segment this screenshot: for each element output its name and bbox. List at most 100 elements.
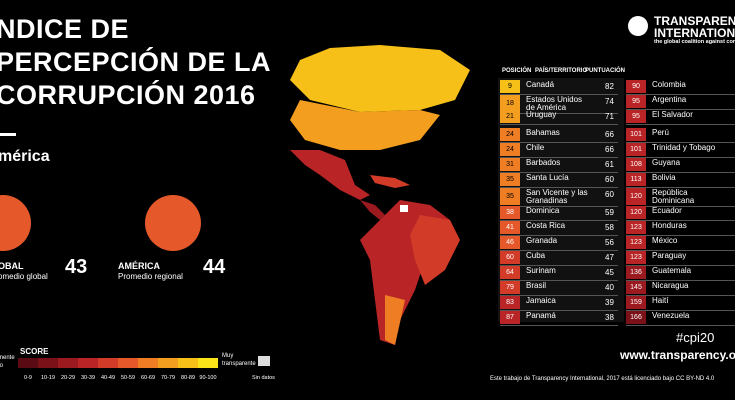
- country-cell: Ecuador: [652, 206, 682, 215]
- legend-swatch: [78, 358, 98, 368]
- country-cell: Haití: [652, 296, 669, 305]
- row-divider: [626, 94, 735, 95]
- row-divider: [500, 157, 618, 158]
- rank-cell: 123: [626, 251, 646, 264]
- title-rule: [0, 133, 16, 136]
- rank-cell: 95: [626, 95, 646, 108]
- usa: [290, 100, 440, 150]
- rank-cell: 38: [500, 206, 520, 219]
- score-cell: 59: [605, 208, 614, 217]
- score-cell: 71: [605, 112, 614, 121]
- rank-cell: 113: [626, 173, 646, 186]
- rank-cell: 64: [500, 266, 520, 279]
- rank-cell: 123: [626, 221, 646, 234]
- average-caption: omedio global: [0, 272, 48, 281]
- score-cell: 38: [605, 313, 614, 322]
- country-cell: Honduras: [652, 221, 687, 230]
- country-cell: Nicaragua: [652, 281, 689, 290]
- country-cell: Estados Unidos de América: [526, 95, 583, 112]
- average-value: 43: [65, 256, 88, 278]
- legend-range: 60-69: [140, 375, 156, 381]
- legend-range: 70-79: [160, 375, 176, 381]
- row-divider: [626, 310, 735, 311]
- score-cell: 66: [605, 145, 614, 154]
- country-cell: Chile: [526, 143, 545, 152]
- country-cell: Costa Rica: [526, 221, 566, 230]
- logo-text: the global coalition against corr: [654, 39, 735, 45]
- country-cell: Colombia: [652, 80, 686, 89]
- rank-cell: 35: [500, 188, 520, 205]
- legend-range: 10-19: [40, 375, 56, 381]
- title-line: NDICE DE: [0, 14, 130, 44]
- row-divider: [626, 235, 735, 236]
- table-header: POSICIÓN: [502, 68, 532, 74]
- legend-range: 40-49: [100, 375, 116, 381]
- row-divider: [626, 265, 735, 266]
- country-cell: Bolivia: [652, 173, 676, 182]
- score-cell: 60: [605, 175, 614, 184]
- rank-cell: 101: [626, 143, 646, 156]
- rank-cell: 90: [626, 80, 646, 93]
- rank-cell: 120: [626, 206, 646, 219]
- row-divider: [626, 157, 735, 158]
- no-data-label: Sin datos: [252, 375, 275, 381]
- rank-cell: 31: [500, 158, 520, 171]
- hashtag: #cpi20: [676, 330, 715, 345]
- legend-swatch: [58, 358, 78, 368]
- score-cell: 61: [605, 160, 614, 169]
- title-line: PERCEPCIÓN DE LA: [0, 47, 272, 77]
- chile-area: [385, 295, 405, 345]
- row-divider: [626, 172, 735, 173]
- row-divider: [500, 206, 618, 207]
- legend-range: 80-89: [180, 375, 196, 381]
- row-divider: [500, 220, 618, 221]
- rank-cell: 159: [626, 296, 646, 309]
- rank-cell: 136: [626, 266, 646, 279]
- rank-cell: 166: [626, 311, 646, 324]
- row-divider: [626, 250, 735, 251]
- country-cell: Jamaica: [526, 296, 556, 305]
- country-cell: Argentina: [652, 95, 687, 104]
- row-divider: [500, 187, 618, 188]
- rank-cell: 120: [626, 188, 646, 205]
- country-cell: Paraguay: [652, 251, 687, 260]
- row-divider: [500, 142, 618, 143]
- rank-cell: 145: [626, 281, 646, 294]
- row-divider: [626, 295, 735, 296]
- no-data-area: [400, 205, 408, 212]
- country-cell: San Vicente y las Granadinas: [526, 188, 588, 205]
- row-divider: [626, 142, 735, 143]
- rank-cell: 41: [500, 221, 520, 234]
- rank-cell: 79: [500, 281, 520, 294]
- rank-cell: 46: [500, 236, 520, 249]
- country-cell: Santa Lucía: [526, 173, 569, 182]
- country-cell: Trinidad y Tobago: [652, 143, 716, 152]
- row-divider: [626, 187, 735, 188]
- country-cell: El Salvador: [652, 110, 693, 119]
- score-cell: 74: [605, 97, 614, 106]
- country-cell: Guatemala: [652, 266, 692, 275]
- legend-range: 0-9: [24, 375, 32, 381]
- row-divider: [500, 265, 618, 266]
- country-cell: Barbados: [526, 158, 561, 167]
- url: www.transparency.org/: [620, 348, 735, 362]
- row-divider: [626, 124, 735, 125]
- average-value: 44: [203, 256, 226, 278]
- score-cell: 39: [605, 298, 614, 307]
- legend-swatch: [158, 358, 178, 368]
- average-circle: [145, 195, 201, 251]
- row-divider: [500, 325, 618, 326]
- region: mérica: [0, 148, 50, 165]
- license: Este trabajo de Transparency Internation…: [490, 376, 715, 382]
- logo-circle: [628, 16, 648, 36]
- row-divider: [626, 109, 735, 110]
- row-divider: [500, 280, 618, 281]
- rank-cell: 24: [500, 143, 520, 156]
- rank-cell: 108: [626, 158, 646, 171]
- rank-cell: 101: [626, 128, 646, 141]
- legend-swatch: [138, 358, 158, 368]
- country-cell: Surinam: [526, 266, 556, 275]
- rank-cell: 87: [500, 311, 520, 324]
- row-divider: [500, 124, 618, 125]
